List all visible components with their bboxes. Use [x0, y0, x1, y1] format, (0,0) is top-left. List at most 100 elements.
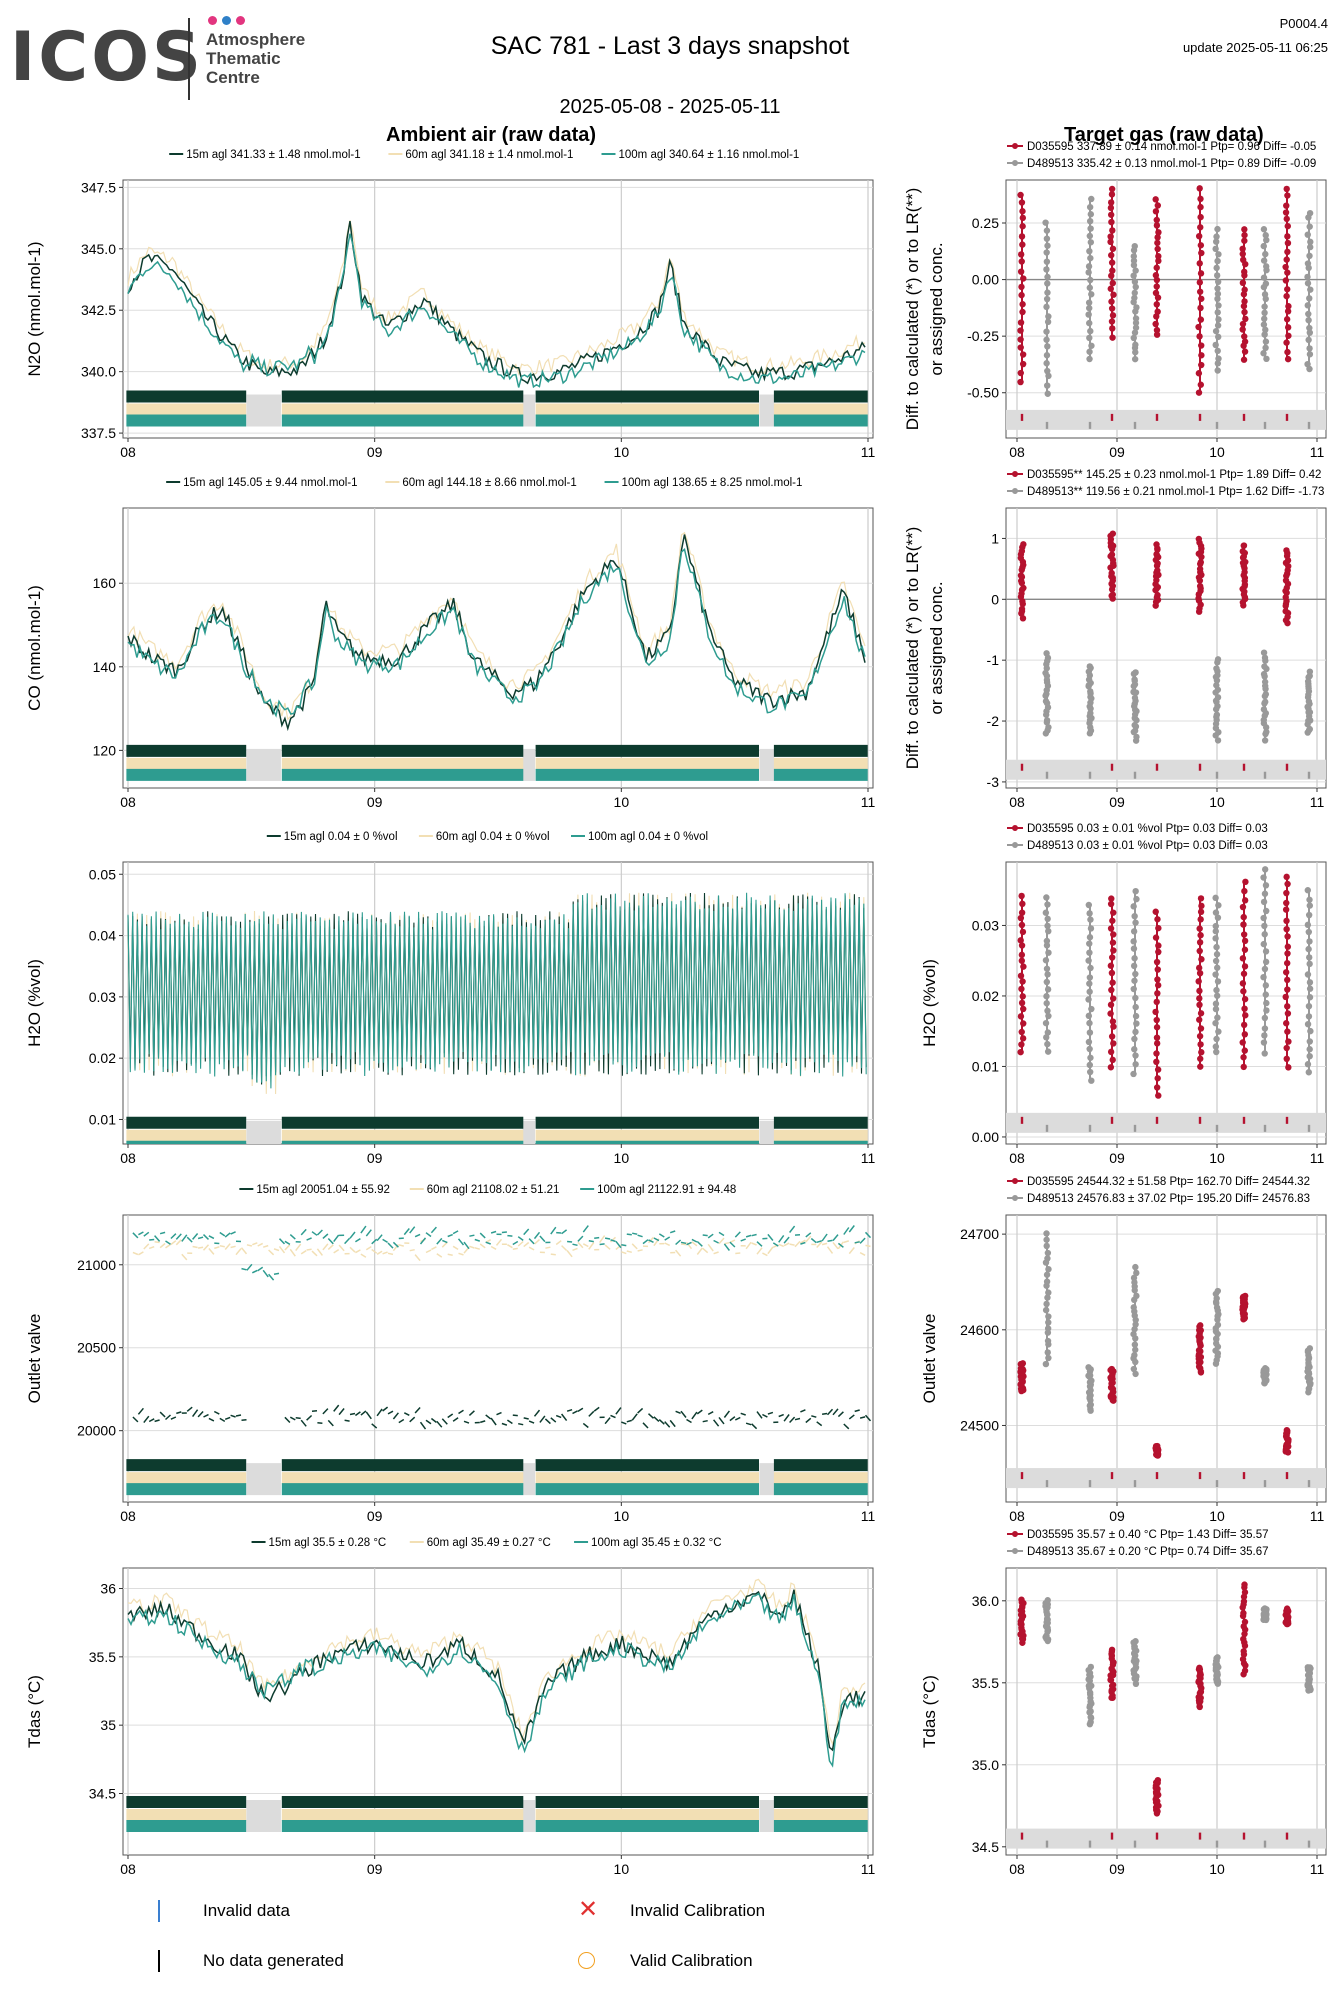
- target-3-tg1-point-0-3: [1018, 1028, 1025, 1036]
- target-1-tg2-point-1-14: [1087, 254, 1094, 262]
- target-3-xtick-label-1: 09: [1109, 1150, 1125, 1166]
- target-3-tg2-point-3-13: [1212, 957, 1220, 965]
- target-1-status-band: [1006, 409, 1326, 430]
- target-1-tg2-point-0-7: [1043, 336, 1050, 343]
- target-1-tg2-point-2-8: [1132, 315, 1140, 322]
- target-1-xtick-label-2: 10: [1209, 444, 1225, 460]
- target-1-tg2-point-4-20: [1263, 236, 1270, 244]
- target-3-tg1-point-4-9: [1240, 988, 1247, 995]
- ambient-1-ytick-label-4: 347.5: [81, 179, 116, 195]
- target-3-tg1-point-2-2: [1154, 1075, 1161, 1082]
- target-1-tg1-point-3-1: [1197, 381, 1205, 388]
- target-1-tg1-point-1-19: [1107, 204, 1115, 212]
- target-3-tg1-point-3-11: [1195, 978, 1202, 985]
- target-3-tg2-point-4-8: [1262, 982, 1270, 989]
- target-3-tg2-point-1-19: [1087, 925, 1095, 932]
- target-1-tg1-point-1-17: [1108, 218, 1115, 226]
- ambient-2-no-data-band: [522, 748, 535, 781]
- ambient-4-ytick-label-0: 20000: [77, 1423, 116, 1439]
- target-1-tg2-point-2-3: [1132, 341, 1139, 348]
- target-3-tg2-point-1-6: [1086, 1029, 1094, 1036]
- target-3-tg1-point-2-3: [1154, 1066, 1162, 1073]
- target-3-tg1-point-4-19: [1239, 903, 1247, 911]
- target-3-tg2-point-1-15: [1085, 957, 1092, 964]
- ambient-1-status-bars-60m: [126, 403, 868, 416]
- org-line-3: Centre: [206, 68, 260, 87]
- target-4-tg2-point-0-14: [1043, 1278, 1051, 1285]
- target-1-xtick-label-3: 11: [1310, 444, 1325, 460]
- target-5-tg2-point-3-22: [1214, 1654, 1221, 1661]
- target-1-tg2-point-1-8: [1085, 299, 1093, 306]
- target-1-tg2-point-3-6: [1212, 327, 1220, 335]
- target-1-tg1-point-1-2: [1108, 318, 1116, 325]
- target-2-tg2-point-2-1: [1133, 733, 1140, 741]
- ambient-4-series-h100: [132, 1225, 872, 1281]
- target-5-xtick-label-1: 09: [1109, 1861, 1125, 1877]
- target-1-tg2-point-3-22: [1214, 225, 1221, 233]
- target-2-xtick-label-3: 11: [1310, 794, 1325, 810]
- target-5-tg2-point-4-22: [1260, 1606, 1268, 1613]
- target-3-tg2-point-0-5: [1045, 1012, 1052, 1020]
- ambient-section-title: Ambient air (raw data): [386, 124, 597, 146]
- target-3-tg1-point-3-16: [1196, 939, 1204, 946]
- target-2-tg1-point-2-4: [1154, 591, 1161, 599]
- target-3-tg1-point-1-14: [1108, 954, 1116, 961]
- target-3-tg2-point-2-1: [1132, 1061, 1139, 1068]
- target-1-tg1-point-5-7: [1285, 303, 1292, 310]
- target-3-tg1-point-5-5: [1283, 1020, 1290, 1027]
- target-4-tg2-point-0-22: [1043, 1230, 1050, 1237]
- target-3-tg1-point-3-12: [1196, 969, 1204, 977]
- target-3-tg2-point-3-5: [1214, 1014, 1221, 1021]
- target-1-tg2-point-3-12: [1214, 290, 1222, 298]
- target-3-tg2-point-1-5: [1085, 1038, 1093, 1046]
- target-1-tg1-point-4-21: [1241, 231, 1248, 239]
- ambient-1-xtick-label-0: 08: [120, 444, 136, 460]
- target-1-tg2-point-5-11: [1307, 286, 1314, 293]
- target-3-tg1-point-0-8: [1019, 993, 1026, 1000]
- ambient-3-xtick-label-2: 10: [614, 1150, 630, 1166]
- target-1-ylabel-line1: Diff. to calculated (*) or to LR(**): [903, 188, 922, 431]
- target-1-tg2-point-5-13: [1304, 273, 1311, 281]
- target-3-tg1-point-3-14: [1198, 956, 1205, 963]
- ambient-3-no-data-band: [759, 1120, 775, 1144]
- target-1-tg1-point-0-9: [1019, 301, 1026, 308]
- target-3-tg1-point-4-11: [1240, 970, 1248, 977]
- target-3-tg2-point-3-0: [1213, 1048, 1220, 1056]
- ambient-2-ylabel: CO (nmol.mol-1): [25, 585, 44, 711]
- target-1-tg1-point-4-17: [1239, 256, 1247, 264]
- target-5-tg1-point-4-15: [1240, 1609, 1247, 1617]
- ambient-4-ylabel: Outlet valve: [25, 1314, 44, 1404]
- target-1-tg1-point-3-9: [1197, 304, 1204, 312]
- target-1-tg1-point-0-22: [1017, 191, 1024, 199]
- target-1-tg2-point-1-21: [1086, 203, 1094, 211]
- target-1-tg1-point-1-5: [1108, 298, 1115, 305]
- target-1-tg2-point-2-13: [1131, 289, 1138, 297]
- target-3-tg2-point-0-13: [1042, 957, 1050, 964]
- target-3-tg2-point-0-22: [1043, 894, 1050, 901]
- target-4-tg2-point-0-0: [1042, 1360, 1050, 1368]
- target-4-tg2-point-0-19: [1044, 1249, 1052, 1257]
- target-1-tg2-point-0-15: [1044, 273, 1051, 281]
- target-3-tg1-point-0-1: [1018, 1041, 1025, 1048]
- target-1-tg1-point-2-5: [1153, 301, 1160, 308]
- target-3-tg2-point-1-13: [1086, 974, 1094, 981]
- ambient-4-xtick-label-1: 09: [367, 1508, 383, 1524]
- target-4-tg2-point-0-8: [1045, 1313, 1052, 1320]
- target-3-tg2-point-0-19: [1044, 915, 1051, 923]
- target-3-tg1-point-0-12: [1020, 963, 1027, 970]
- target-1-tg1-point-1-7: [1107, 285, 1114, 292]
- target-2-ytick-label-4: 1: [991, 530, 999, 546]
- target-3-tg2-point-1-2: [1086, 1061, 1094, 1069]
- target-5-legend-marker-0: [1012, 1531, 1018, 1537]
- ambient-3-ytick-label-4: 0.05: [89, 866, 116, 882]
- target-1-tg2-point-3-4: [1212, 341, 1219, 349]
- target-2-tg2-point-0-4: [1043, 717, 1051, 724]
- target-3-tg1-point-0-22: [1018, 892, 1025, 900]
- target-1-tg1-point-2-10: [1152, 272, 1160, 279]
- target-2-tg1-point-5-4: [1282, 608, 1289, 615]
- ambient-1-series-h100: [127, 233, 866, 389]
- target-3-tg2-point-0-4: [1042, 1019, 1050, 1027]
- target-2-status-band: [1006, 759, 1326, 780]
- target-3-tg1-point-4-14: [1241, 946, 1249, 953]
- target-1-tg2-point-3-19: [1212, 245, 1219, 253]
